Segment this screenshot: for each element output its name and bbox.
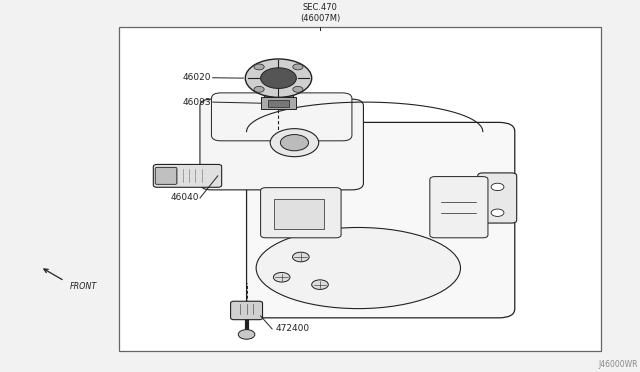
Circle shape [254, 64, 264, 70]
Text: (46007M): (46007M) [300, 14, 340, 23]
Text: SEC.470: SEC.470 [303, 3, 337, 12]
FancyBboxPatch shape [154, 164, 221, 187]
FancyBboxPatch shape [268, 100, 289, 107]
Text: 46020: 46020 [183, 73, 211, 82]
FancyBboxPatch shape [264, 79, 292, 100]
FancyBboxPatch shape [260, 97, 296, 109]
Circle shape [273, 272, 290, 282]
FancyBboxPatch shape [156, 167, 177, 185]
Circle shape [270, 129, 319, 157]
Circle shape [280, 135, 308, 151]
FancyBboxPatch shape [211, 93, 352, 141]
Circle shape [260, 68, 296, 89]
Circle shape [292, 252, 309, 262]
Ellipse shape [256, 228, 461, 309]
FancyBboxPatch shape [246, 122, 515, 318]
Text: J46000WR: J46000WR [598, 360, 638, 369]
Circle shape [491, 209, 504, 217]
FancyBboxPatch shape [260, 187, 341, 238]
Circle shape [238, 330, 255, 339]
FancyBboxPatch shape [477, 173, 516, 223]
Circle shape [292, 64, 303, 70]
FancyBboxPatch shape [274, 199, 324, 229]
Text: 46040: 46040 [170, 193, 198, 202]
Text: 472400: 472400 [275, 324, 309, 333]
FancyBboxPatch shape [230, 301, 262, 320]
Circle shape [292, 86, 303, 92]
FancyBboxPatch shape [430, 177, 488, 238]
Text: 46093: 46093 [183, 97, 211, 107]
Text: FRONT: FRONT [70, 282, 97, 291]
Bar [119, 26, 601, 351]
FancyBboxPatch shape [200, 99, 364, 190]
Circle shape [491, 183, 504, 190]
Circle shape [312, 280, 328, 289]
Circle shape [254, 86, 264, 92]
Circle shape [245, 59, 312, 97]
